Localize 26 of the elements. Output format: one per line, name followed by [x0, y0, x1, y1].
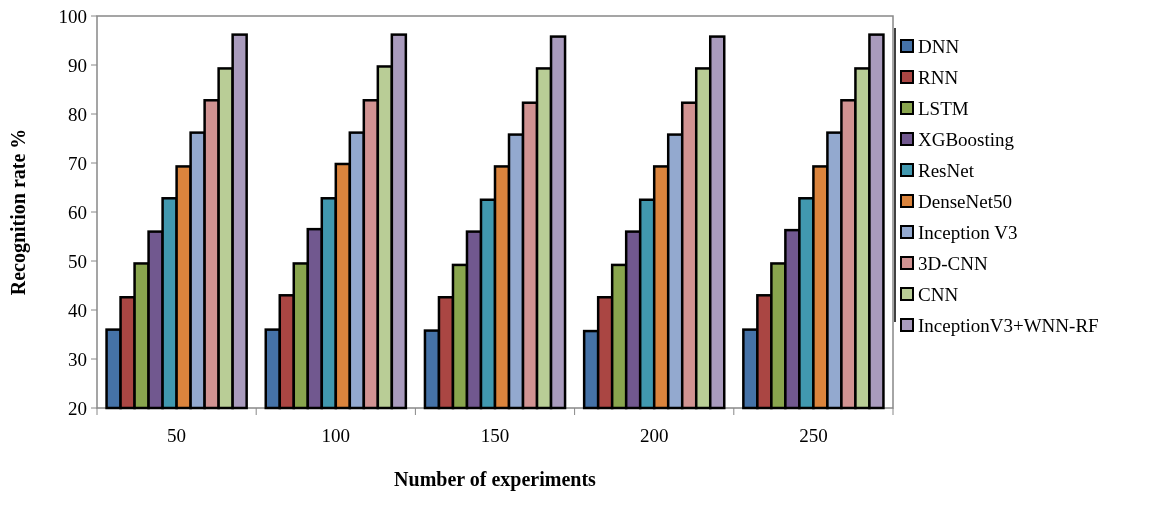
legend-label: DenseNet50 — [918, 190, 1012, 212]
y-tick-label: 50 — [68, 250, 87, 272]
legend-label: CNN — [918, 283, 959, 305]
legend-label: DNN — [918, 35, 960, 57]
legend-label: InceptionV3+WNN-RF — [918, 314, 1099, 336]
legend-label: LSTM — [918, 97, 969, 119]
y-tick-label: 30 — [68, 348, 87, 370]
y-tick-label: 80 — [68, 103, 87, 125]
x-tick-label: 200 — [639, 425, 669, 446]
x-tick-label: 50 — [167, 425, 187, 446]
legend-label: RNN — [918, 66, 959, 88]
y-tick-label: 20 — [68, 397, 87, 419]
legend-label: 3D-CNN — [918, 252, 988, 274]
y-tick-label: 70 — [68, 152, 87, 174]
x-tick-label: 150 — [480, 425, 510, 446]
legend-label: Inception V3 — [918, 221, 1018, 243]
x-tick-label: 250 — [799, 425, 828, 446]
y-tick-label: 90 — [68, 54, 87, 76]
x-tick-label: 100 — [321, 425, 351, 446]
y-tick-label: 60 — [68, 201, 87, 223]
y-tick-label: 40 — [68, 299, 87, 321]
y-tick-label: 100 — [58, 5, 87, 27]
y-axis-title: Recognition rate % — [7, 128, 30, 296]
legend-label: XGBoosting — [918, 128, 1015, 150]
legend-label: ResNet — [918, 159, 975, 181]
x-axis-title: Number of experiments — [394, 468, 597, 491]
